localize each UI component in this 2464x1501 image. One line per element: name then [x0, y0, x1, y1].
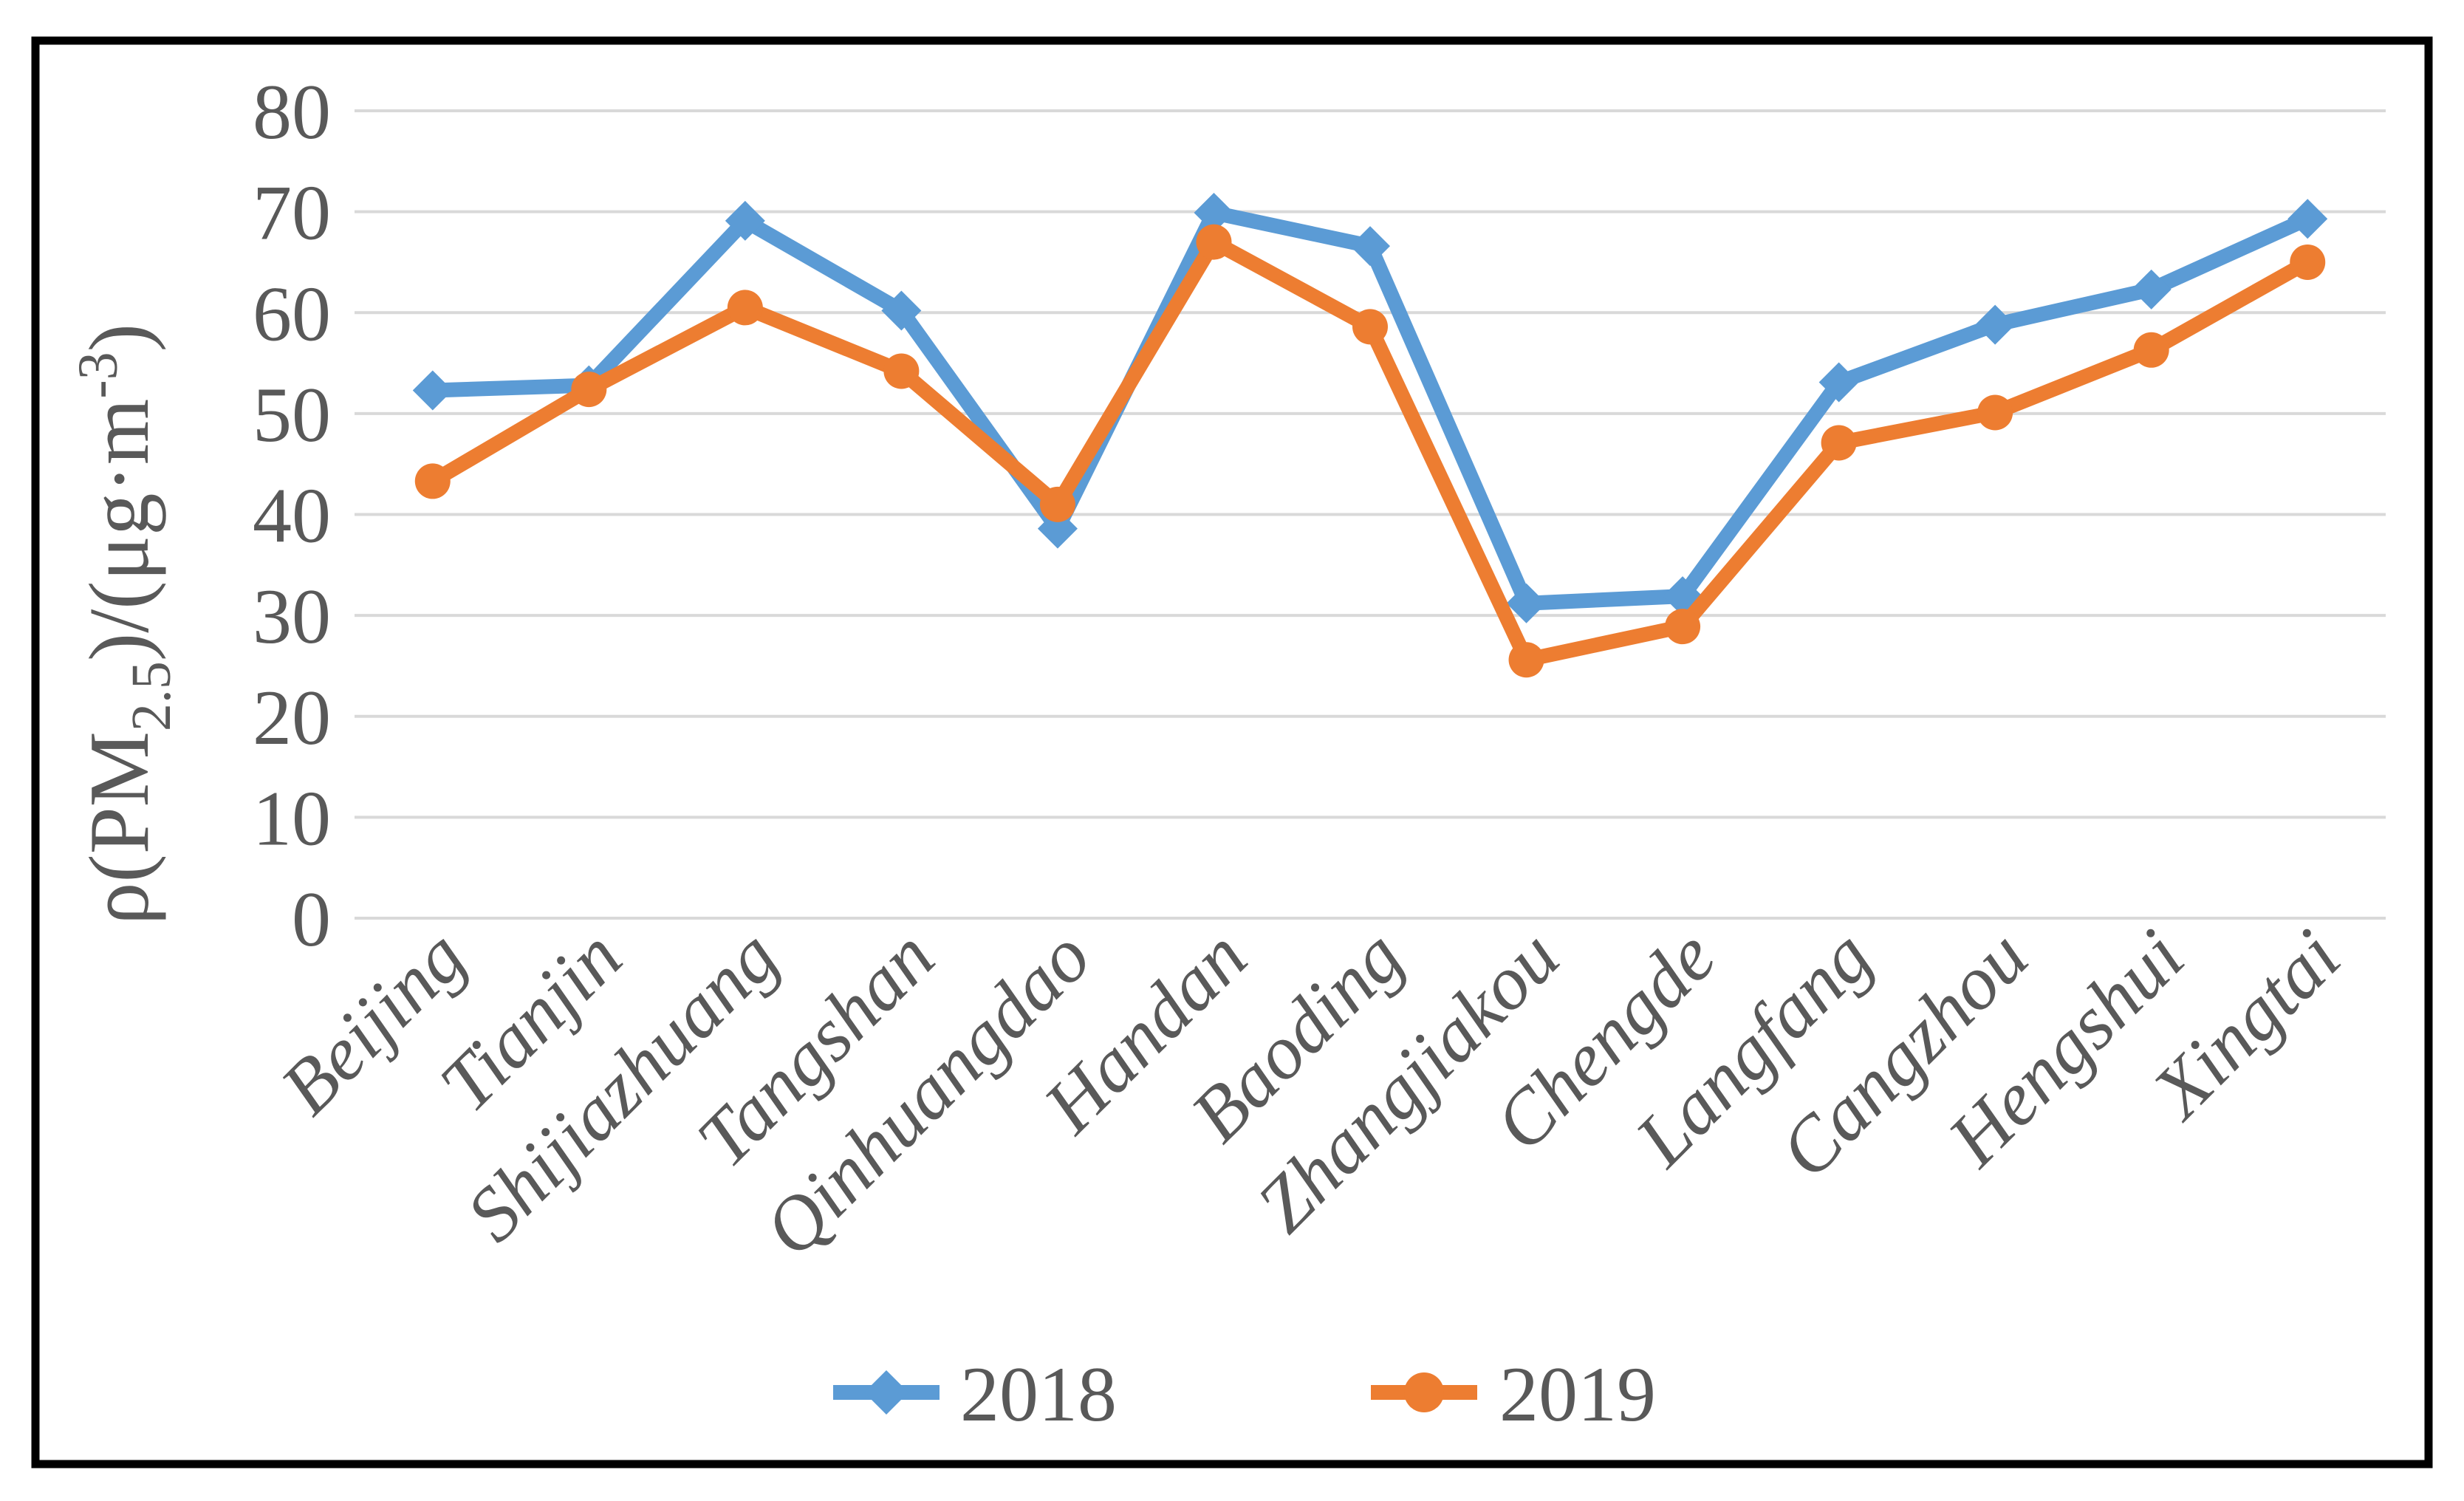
data-point-2018-baoding	[1350, 226, 1390, 267]
data-point-2018-zhangjiakou	[1506, 583, 1547, 623]
y-tick-label: 70	[253, 170, 331, 256]
data-point-2018-hengshui	[2131, 269, 2172, 310]
series-2019	[414, 224, 2326, 678]
y-tick-label: 40	[253, 473, 331, 559]
legend: 2018 2019	[833, 1351, 1656, 1437]
legend-circle-icon	[1404, 1372, 1444, 1412]
y-tick-label: 0	[292, 876, 331, 963]
figure-border	[31, 36, 2433, 1468]
data-point-2018-langfang	[1818, 362, 1859, 403]
legend-item-2018: 2018	[833, 1351, 1117, 1437]
data-point-2019-shijiazhuang	[727, 290, 763, 326]
data-point-2019-cangzhou	[1977, 394, 2013, 431]
y-tick-label: 20	[253, 674, 331, 761]
legend-item-2019: 2019	[1371, 1351, 1656, 1437]
data-point-2019-tianjin	[571, 372, 607, 408]
y-axis-ticks: 0 10 20 30 40 50 60 70 80	[253, 69, 331, 963]
y-tick-label: 50	[253, 372, 331, 458]
data-point-2019-handan	[1196, 224, 1232, 260]
data-point-2019-zhangjiakou	[1508, 642, 1544, 678]
data-point-2019-beijing	[414, 463, 451, 499]
data-point-2019-chengde	[1665, 609, 1701, 645]
data-point-2018-cangzhou	[1975, 304, 2016, 345]
series-2018-line	[425, 205, 2316, 611]
data-point-2019-hengshui	[2133, 332, 2169, 368]
data-point-2019-baoding	[1352, 309, 1388, 345]
data-point-2018-handan	[1194, 192, 1234, 233]
y-tick-label: 30	[253, 573, 331, 660]
y-tick-label: 80	[253, 69, 331, 155]
series-2019-line	[425, 234, 2316, 668]
data-point-2018-beijing	[412, 370, 453, 411]
data-point-2019-qinhuangdao	[1039, 486, 1075, 522]
y-axis-title: ρ(PM2.5)/(μg·m-3)	[67, 324, 182, 925]
legend-label-2018: 2018	[960, 1351, 1117, 1437]
legend-label-2019: 2019	[1499, 1351, 1656, 1437]
data-point-2018-tangshan	[881, 290, 922, 331]
data-point-2018-xingtai	[2287, 199, 2328, 239]
y-tick-label: 60	[253, 270, 331, 357]
x-axis-labels: BeijingTianjinShijiazhuangTangshanQinhua…	[264, 914, 2356, 1273]
data-point-2019-tangshan	[883, 353, 920, 389]
legend-diamond-icon	[864, 1370, 908, 1415]
gridlines	[355, 109, 2386, 920]
data-point-2019-xingtai	[2290, 244, 2326, 280]
data-point-2018-shijiazhuang	[725, 200, 765, 241]
series-2018	[412, 192, 2328, 623]
y-tick-label: 10	[253, 775, 331, 861]
data-point-2019-langfang	[1821, 425, 1857, 461]
